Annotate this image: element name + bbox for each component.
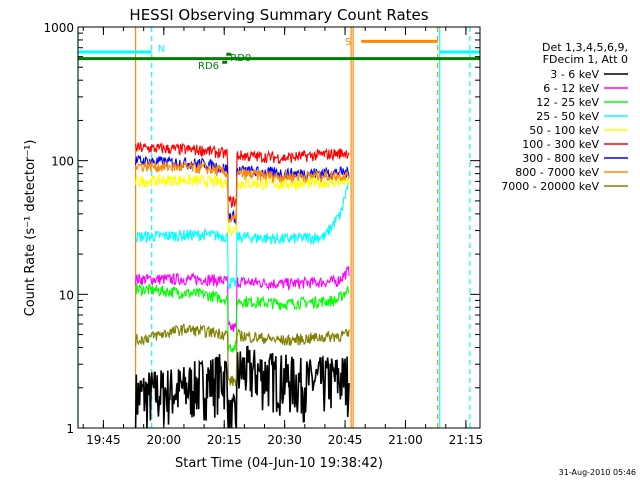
legend-label-3: 25 - 50 keV <box>536 110 599 123</box>
annotation-rd0: RD0 <box>230 53 251 64</box>
legend-label-1: 6 - 12 keV <box>543 82 599 95</box>
annotation-s: S <box>345 37 351 48</box>
series-line-7 <box>135 160 350 225</box>
legend: Det 1,3,4,5,6,9,FDecim 1, Att 0 3 - 6 keV… <box>501 41 628 193</box>
legend-label-7: 800 - 7000 keV <box>515 166 599 179</box>
legend-label-6: 300 - 800 keV <box>522 152 599 165</box>
legend-header-0: Det 1,3,4,5,6,9, <box>542 41 628 54</box>
timestamp-label: 31-Aug-2010 05:46 <box>559 468 636 477</box>
y-tick-label-1: 10 <box>59 288 74 302</box>
x-tick-label-0: 19:45 <box>86 433 121 447</box>
plot-area: N S RD0 RD6 <box>77 27 480 429</box>
series-line-0 <box>134 345 350 429</box>
x-axis: 19:45 20:00 20:15 20:30 20:45 21:00 21:15 <box>82 27 484 447</box>
x-tick-label-5: 21:00 <box>388 433 423 447</box>
series-line-8 <box>135 323 350 387</box>
x-tick-label-2: 20:15 <box>207 433 242 447</box>
y-tick-label-0: 1 <box>66 422 74 436</box>
chart-title: HESSI Observing Summary Count Rates <box>129 6 428 24</box>
legend-header-1: FDecim 1, Att 0 <box>543 53 628 66</box>
x-tick-label-4: 20:45 <box>328 433 363 447</box>
plot-frame <box>77 26 481 429</box>
legend-label-8: 7000 - 20000 keV <box>501 180 599 193</box>
x-tick-label-6: 21:15 <box>449 433 484 447</box>
series-line-4 <box>135 174 350 237</box>
series-line-3 <box>135 176 350 291</box>
y-axis-label: Count Rate (s⁻¹ detector⁻¹) <box>23 140 38 317</box>
x-axis-label: Start Time (04-Jun-10 19:38:42) <box>175 456 383 471</box>
y-tick-label-2: 100 <box>51 155 74 169</box>
y-axis: 1 10 100 1000 <box>43 21 480 436</box>
legend-label-0: 3 - 6 keV <box>550 68 599 81</box>
annotation-n: N <box>158 44 165 55</box>
rd0-marker <box>226 52 232 56</box>
y-tick-label-3: 1000 <box>43 21 74 35</box>
legend-label-4: 50 - 100 keV <box>529 124 599 137</box>
series-line-5 <box>135 141 350 209</box>
legend-label-2: 12 - 25 keV <box>536 96 599 109</box>
x-tick-label-3: 20:30 <box>267 433 302 447</box>
annotation-rd6: RD6 <box>198 61 219 72</box>
x-tick-label-1: 20:00 <box>147 433 182 447</box>
legend-label-5: 100 - 300 keV <box>522 138 599 151</box>
series-line-1 <box>135 266 350 332</box>
rd6-marker <box>222 60 228 64</box>
series-line-2 <box>135 283 350 353</box>
